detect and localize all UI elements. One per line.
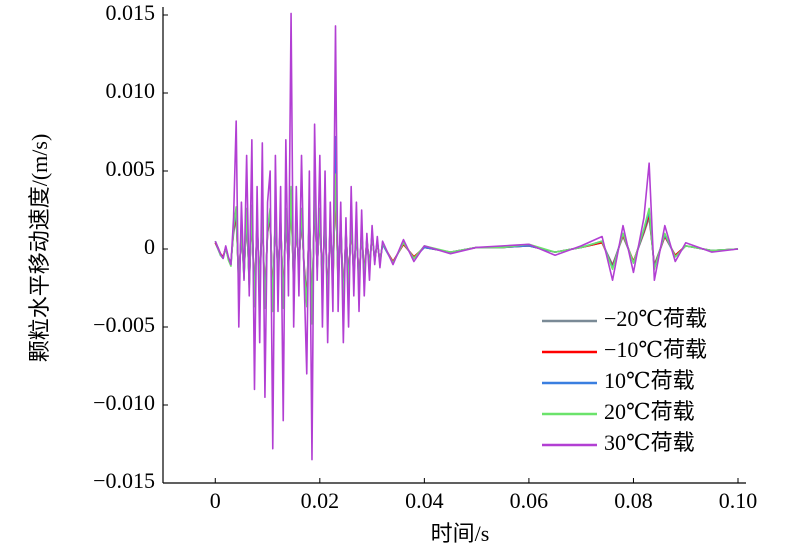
- x-axis-label: 时间/s: [431, 521, 490, 546]
- y-tick-label: −0.015: [93, 468, 155, 493]
- legend-label: 20℃荷载: [604, 399, 695, 424]
- legend-label: −10℃荷载: [604, 337, 707, 362]
- y-tick-label: 0.010: [106, 78, 156, 103]
- x-tick-label: 0.02: [301, 488, 340, 513]
- y-tick-label: −0.010: [93, 390, 155, 415]
- y-tick-label: −0.005: [93, 312, 155, 337]
- x-tick-label: 0.10: [719, 488, 758, 513]
- y-tick-label: 0.015: [106, 0, 156, 25]
- x-tick-label: 0.06: [510, 488, 549, 513]
- y-axis-label: 颗粒水平移动速度/(m/s): [27, 134, 52, 363]
- legend-label: −20℃荷载: [604, 306, 707, 331]
- legend-label: 30℃荷载: [604, 430, 695, 455]
- x-tick-label: 0: [210, 488, 221, 513]
- y-tick-label: 0: [144, 234, 155, 259]
- x-tick-label: 0.04: [405, 488, 444, 513]
- y-tick-label: 0.005: [106, 156, 156, 181]
- x-tick-label: 0.08: [614, 488, 653, 513]
- legend-label: 10℃荷载: [604, 368, 695, 393]
- series-line: [214, 12, 739, 461]
